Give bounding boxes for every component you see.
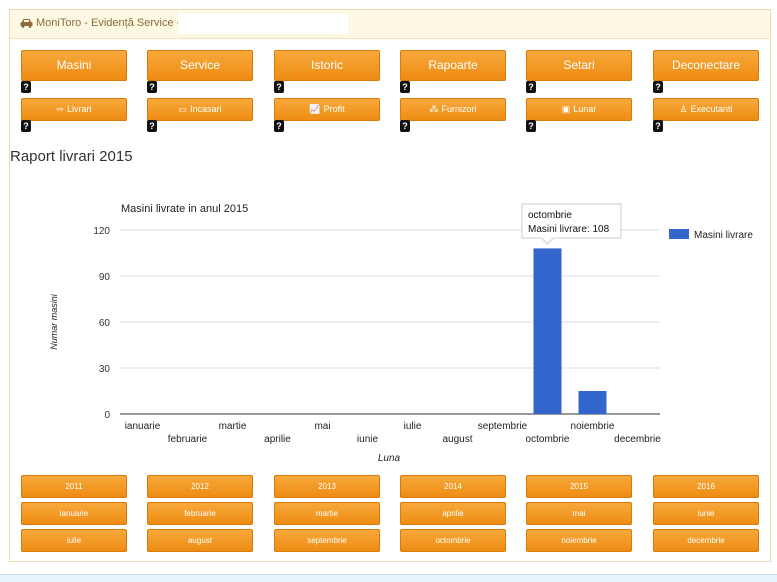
month-noiembrie-button[interactable]: noiembrie <box>526 529 632 552</box>
subnav-label: Lunar <box>573 104 597 114</box>
x-tick-label: aprilie <box>264 434 291 445</box>
year-2012-button[interactable]: 2012 <box>147 475 253 498</box>
month-februarie-button[interactable]: februarie <box>147 502 253 525</box>
y-axis-label: Numar masini <box>49 293 59 350</box>
help-icon[interactable]: ? <box>21 120 31 132</box>
help-icon[interactable]: ? <box>653 120 663 132</box>
user-icon: ♙ <box>679 104 688 114</box>
x-tick-label: noiembrie <box>571 421 615 432</box>
help-icon[interactable]: ? <box>147 120 157 132</box>
x-tick-label: iunie <box>357 434 379 445</box>
subnav-label: Furnizori <box>441 104 477 114</box>
month-ianuarie-button[interactable]: ianuarie <box>21 502 127 525</box>
help-icon[interactable]: ? <box>526 81 536 93</box>
y-tick-label: 60 <box>99 318 111 329</box>
bar-octombrie <box>533 248 562 414</box>
money-icon: ▭ <box>178 104 187 114</box>
nav-service-button[interactable]: Service <box>147 50 253 81</box>
x-tick-label: iulie <box>404 421 422 432</box>
help-icon[interactable]: ? <box>274 120 284 132</box>
month-septembrie-button[interactable]: septembrie <box>274 529 380 552</box>
x-axis-label: Luna <box>378 453 401 464</box>
help-icon[interactable]: ? <box>400 120 410 132</box>
y-tick-label: 120 <box>93 226 110 237</box>
subnav-incasari-button[interactable]: ▭ Incasari <box>147 98 253 121</box>
line-chart-icon: 📈 <box>309 104 321 114</box>
x-tick-label: octombrie <box>526 434 570 445</box>
chart-title: Masini livrate in anul 2015 <box>121 203 248 215</box>
subnav-profit-button[interactable]: 📈 Profit <box>274 98 380 121</box>
service-name-field <box>178 13 348 34</box>
year-2013-button[interactable]: 2013 <box>274 475 380 498</box>
calendar-icon: ▣ <box>561 104 571 114</box>
tooltip-value: Masini livrare: 108 <box>528 224 610 235</box>
nav-deconectare-button[interactable]: Deconectare <box>653 50 759 81</box>
help-icon[interactable]: ? <box>653 81 663 93</box>
title-bar: MoniToro - Evidență Service - <box>10 10 770 39</box>
x-tick-label: august <box>442 434 472 445</box>
month-aprilie-button[interactable]: aprilie <box>400 502 506 525</box>
subnav-lunar-button[interactable]: ▣ Lunar <box>526 98 632 121</box>
main-panel <box>9 9 771 562</box>
help-icon[interactable]: ? <box>400 81 410 93</box>
footer-strip <box>0 574 777 582</box>
x-tick-label: ianuarie <box>125 421 161 432</box>
month-octombrie-button[interactable]: octombrie <box>400 529 506 552</box>
month-decembrie-button[interactable]: decembrie <box>653 529 759 552</box>
subnav-label: Livrari <box>67 104 92 114</box>
page-title: Raport livrari 2015 <box>10 148 133 165</box>
month-august-button[interactable]: august <box>147 529 253 552</box>
help-icon[interactable]: ? <box>147 81 157 93</box>
x-tick-label: martie <box>219 421 247 432</box>
legend-swatch <box>669 229 689 239</box>
month-iulie-button[interactable]: iulie <box>21 529 127 552</box>
subnav-label: Executanti <box>690 104 733 114</box>
app-title: MoniToro - Evidență Service - <box>36 17 181 29</box>
month-mai-button[interactable]: mai <box>526 502 632 525</box>
sign-out-icon: ⇨ <box>56 104 65 114</box>
tooltip-box <box>521 203 622 245</box>
year-2014-button[interactable]: 2014 <box>400 475 506 498</box>
help-icon[interactable]: ? <box>274 81 284 93</box>
x-tick-label: mai <box>314 421 330 432</box>
x-tick-label: decembrie <box>614 434 661 445</box>
x-tick-label: septembrie <box>478 421 528 432</box>
subnav-livrari-button[interactable]: ⇨ Livrari <box>21 98 127 121</box>
bar-noiembrie <box>578 391 607 414</box>
subnav-executanti-button[interactable]: ♙ Executanti <box>653 98 759 121</box>
help-icon[interactable]: ? <box>526 120 536 132</box>
legend-label: Masini livrare <box>694 230 753 241</box>
y-tick-label: 90 <box>99 272 111 283</box>
nav-istoric-button[interactable]: Istoric <box>274 50 380 81</box>
y-tick-label: 0 <box>104 410 110 421</box>
help-icon[interactable]: ? <box>21 81 31 93</box>
year-2016-button[interactable]: 2016 <box>653 475 759 498</box>
subnav-furnizori-button[interactable]: ⁂ Furnizori <box>400 98 506 121</box>
nav-setari-button[interactable]: Setari <box>526 50 632 81</box>
bar-chart: Masini livrate in anul 2015 0 30 60 90 120 ian… <box>49 203 753 464</box>
subnav-label: Profit <box>323 104 345 114</box>
month-iunie-button[interactable]: iunie <box>653 502 759 525</box>
tooltip-category: octombrie <box>528 210 572 221</box>
x-tick-label: februarie <box>168 434 208 445</box>
nav-masini-button[interactable]: Masini <box>21 50 127 81</box>
y-tick-label: 30 <box>99 364 111 375</box>
car-icon <box>20 19 33 28</box>
year-2011-button[interactable]: 2011 <box>21 475 127 498</box>
subnav-label: Incasari <box>190 104 222 114</box>
sitemap-icon: ⁂ <box>429 104 439 114</box>
nav-rapoarte-button[interactable]: Rapoarte <box>400 50 506 81</box>
month-martie-button[interactable]: martie <box>274 502 380 525</box>
year-2015-button[interactable]: 2015 <box>526 475 632 498</box>
